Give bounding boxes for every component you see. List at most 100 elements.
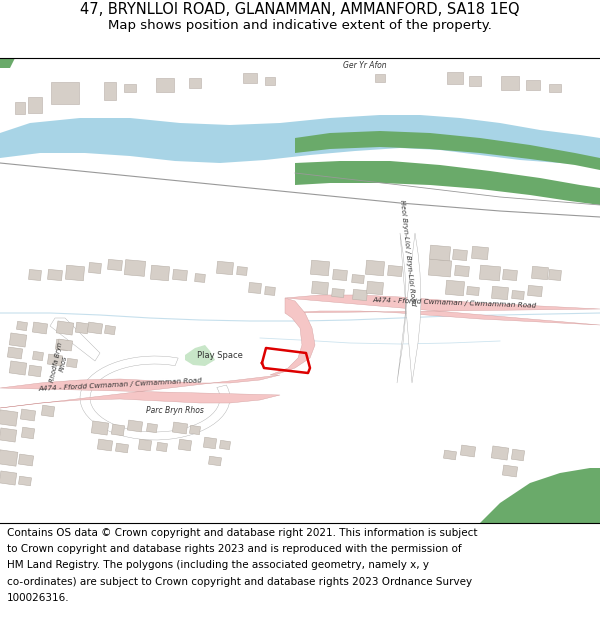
Bar (0, 471, 17, 485)
Polygon shape (295, 131, 600, 170)
Polygon shape (285, 295, 600, 325)
Bar (352, 274, 364, 284)
Text: Ger Yr Afon: Ger Yr Afon (343, 61, 387, 70)
Bar (388, 266, 403, 277)
Bar (156, 78, 174, 92)
Bar (9, 333, 27, 347)
Bar (9, 361, 27, 375)
Polygon shape (270, 298, 315, 375)
Bar (460, 445, 476, 457)
Bar (0, 410, 18, 426)
Bar (236, 267, 247, 276)
Bar (467, 286, 479, 296)
Bar (0, 450, 18, 466)
Bar (332, 269, 347, 281)
Bar (116, 443, 128, 452)
Bar (51, 82, 79, 104)
Text: A474 - Ffordd Cwmaman / Cwmamman Road: A474 - Ffordd Cwmaman / Cwmamman Road (38, 378, 202, 392)
Bar (491, 446, 509, 460)
Bar (353, 289, 367, 301)
Polygon shape (295, 161, 600, 205)
Bar (310, 260, 329, 276)
Bar (527, 286, 542, 297)
Bar (511, 449, 524, 461)
Bar (16, 321, 28, 331)
Bar (20, 409, 35, 421)
Bar (455, 266, 469, 277)
Bar (203, 438, 217, 449)
Text: Parc Bryn Rhos: Parc Bryn Rhos (146, 406, 204, 415)
Bar (548, 269, 562, 281)
Bar (32, 351, 44, 361)
Text: 47, BRYNLLOI ROAD, GLANAMMAN, AMMANFORD, SA18 1EQ: 47, BRYNLLOI ROAD, GLANAMMAN, AMMANFORD,… (80, 2, 520, 17)
Text: co-ordinates) are subject to Crown copyright and database rights 2023 Ordnance S: co-ordinates) are subject to Crown copyr… (7, 577, 472, 587)
Bar (189, 78, 201, 88)
Text: Contains OS data © Crown copyright and database right 2021. This information is : Contains OS data © Crown copyright and d… (7, 528, 478, 538)
Bar (503, 269, 517, 281)
Bar (194, 274, 205, 282)
Bar (139, 439, 152, 451)
Bar (29, 269, 41, 281)
Bar (19, 454, 34, 466)
Bar (19, 476, 31, 486)
Bar (365, 260, 385, 276)
Text: Rhodfa Bryn
Rhos: Rhodfa Bryn Rhos (49, 341, 71, 384)
Bar (512, 291, 524, 299)
Text: HM Land Registry. The polygons (including the associated geometry, namely x, y: HM Land Registry. The polygons (includin… (7, 561, 429, 571)
Bar (15, 102, 25, 114)
Bar (65, 265, 85, 281)
Bar (265, 287, 275, 296)
Polygon shape (0, 58, 15, 68)
Bar (146, 423, 158, 432)
Text: to Crown copyright and database rights 2023 and is reproduced with the permissio: to Crown copyright and database rights 2… (7, 544, 462, 554)
Polygon shape (0, 375, 280, 408)
Bar (220, 441, 230, 449)
Text: 100026316.: 100026316. (7, 593, 70, 603)
Text: A474 - Ffordd Cwmaman / Cwmamman Road: A474 - Ffordd Cwmaman / Cwmamman Road (373, 298, 537, 309)
Polygon shape (50, 318, 100, 361)
Bar (28, 97, 42, 113)
Bar (178, 439, 191, 451)
Text: Heol Bryn-Lloi / Bryn-Lloi Road: Heol Bryn-Lloi / Bryn-Lloi Road (400, 199, 416, 306)
Polygon shape (80, 356, 230, 440)
Bar (452, 249, 467, 261)
Bar (501, 76, 519, 90)
Bar (88, 322, 103, 334)
Bar (209, 456, 221, 466)
Bar (91, 421, 109, 435)
Bar (124, 259, 146, 276)
Bar (469, 76, 481, 86)
Bar (22, 428, 35, 439)
Bar (56, 321, 74, 335)
Bar (47, 269, 62, 281)
Bar (443, 450, 457, 460)
Bar (375, 74, 385, 82)
Bar (0, 428, 17, 442)
Bar (67, 358, 77, 367)
Polygon shape (480, 468, 600, 523)
Bar (532, 266, 548, 279)
Bar (97, 439, 113, 451)
Bar (112, 424, 125, 436)
Bar (526, 80, 540, 90)
Bar (265, 77, 275, 85)
Bar (89, 262, 101, 274)
Text: Map shows position and indicative extent of the property.: Map shows position and indicative extent… (108, 19, 492, 32)
Bar (173, 269, 187, 281)
Bar (107, 259, 122, 271)
Bar (491, 286, 508, 299)
Bar (447, 72, 463, 84)
Bar (157, 442, 167, 452)
Polygon shape (185, 345, 215, 366)
Bar (172, 422, 188, 434)
Bar (332, 289, 344, 298)
Bar (104, 326, 116, 334)
Bar (243, 73, 257, 83)
Polygon shape (0, 115, 600, 165)
Bar (311, 281, 328, 294)
Bar (428, 259, 452, 277)
Bar (430, 245, 451, 261)
Bar (151, 265, 170, 281)
Bar (479, 265, 500, 281)
Text: Play Space: Play Space (197, 351, 243, 360)
